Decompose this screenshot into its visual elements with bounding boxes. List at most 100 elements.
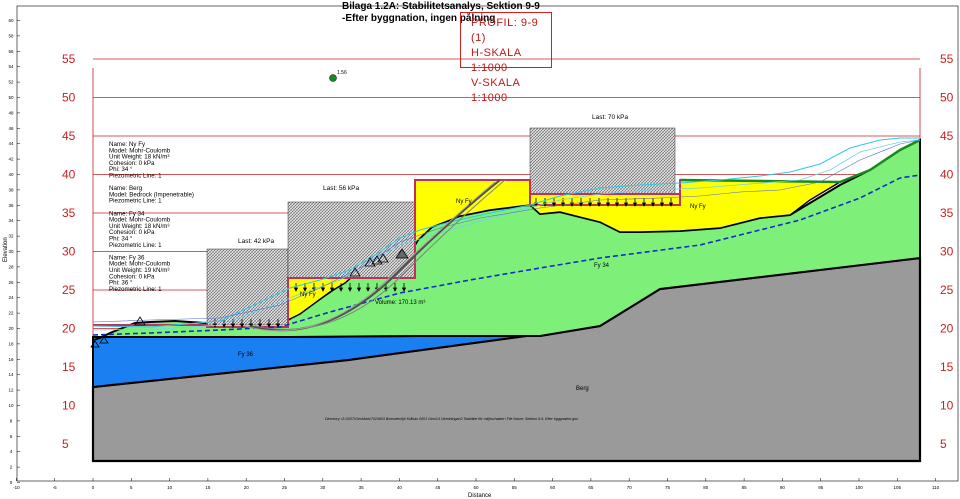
stamp-line-1: PROFIL: 9-9 (1)	[471, 17, 539, 44]
title-block: Bilaga 1.2A: Stabilitetsanalys, Sektion …	[342, 1, 540, 25]
legend-material-property: Phi: 36 °	[109, 280, 133, 287]
red-label-right: 5	[940, 437, 947, 451]
red-label-right: 55	[940, 52, 954, 66]
legend-material-name: Name: Fy 34	[109, 210, 145, 217]
y-tick-label: 32	[8, 234, 14, 239]
x-tick-label: 30	[320, 485, 326, 490]
x-tick-label: 20	[244, 485, 250, 490]
load-arrow-head	[560, 202, 566, 207]
legend-material-property: Piezometric Line: 1	[109, 198, 162, 205]
piezometric-line	[92, 174, 921, 336]
legend-material-property: Piezometric Line: 1	[109, 173, 162, 180]
legend-material-property: Model: Mohr-Coulomb	[109, 147, 171, 154]
y-tick-label: 56	[8, 49, 14, 54]
x-tick-label: 45	[435, 485, 441, 490]
load-block-56	[287, 201, 416, 279]
y-tick-label: 14	[8, 372, 14, 377]
red-label-left: 55	[62, 52, 76, 66]
x-tick-label: 105	[894, 485, 902, 490]
y-tick-label: 38	[8, 187, 14, 192]
y-tick-label: 12	[8, 388, 14, 393]
factor-of-safety-label: 1.56	[337, 70, 347, 76]
load-label-42: Last: 42 kPa	[238, 238, 275, 245]
y-tick-label: 48	[8, 110, 14, 115]
load-arrow-head	[356, 287, 362, 292]
y-tick-label: 18	[8, 341, 14, 346]
x-tick-label: 10	[167, 485, 173, 490]
x-tick-label: 70	[627, 485, 633, 490]
load-arrow-head	[293, 287, 299, 292]
plot-frame	[16, 5, 959, 482]
legend-material-name: Name: Ny Fy	[109, 141, 146, 148]
x-tick-label: 85	[742, 485, 748, 490]
load-arrow-head	[347, 287, 353, 292]
load-arrow-head	[221, 323, 227, 328]
load-arrow-head	[668, 202, 674, 207]
region-label-fy36: Fy 36	[238, 352, 254, 358]
y-tick-label: 36	[8, 203, 14, 208]
y-tick-label: 26	[8, 280, 14, 285]
load-arrow-head	[614, 202, 620, 207]
x-tick-label: 50	[473, 485, 479, 490]
load-label-70: Last: 70 kPa	[592, 114, 629, 121]
y-tick-label: 24	[8, 295, 14, 300]
x-tick-label: 25	[282, 485, 288, 490]
slip-center-marker	[329, 74, 337, 82]
red-label-right: 15	[940, 360, 954, 374]
legend-material-property: Model: Mohr-Coulomb	[109, 217, 171, 224]
load-arrow-head	[266, 323, 272, 328]
legend-material-property: Cohesion: 0 kPa	[109, 229, 155, 236]
y-tick-label: 58	[8, 33, 14, 38]
red-label-right: 45	[940, 129, 954, 143]
y-tick-label: 22	[8, 311, 14, 316]
load-arrow-head	[578, 202, 584, 207]
load-block-70	[529, 127, 676, 195]
red-label-left: 15	[62, 360, 76, 374]
load-arrow-head	[338, 287, 344, 292]
red-label-left: 20	[62, 322, 76, 336]
y-tick-label: 52	[8, 80, 14, 85]
red-label-left: 25	[62, 283, 76, 297]
x-axis-label: Distance	[468, 493, 492, 499]
load-arrow-head	[239, 323, 245, 328]
page-title: Bilaga 1.2A: Stabilitetsanalys, Sektion …	[342, 1, 540, 12]
region-label-ny-fy-left: Ny Fy	[300, 292, 316, 298]
x-tick-label: 80	[703, 485, 709, 490]
red-label-left: 5	[62, 437, 69, 451]
triangle-markers	[90, 248, 409, 348]
y-tick-label: 50	[8, 95, 14, 100]
cyan-trace-1	[92, 137, 920, 328]
load-arrow-head	[623, 202, 629, 207]
red-label-left: 10	[62, 399, 76, 413]
x-tick-label: 15	[205, 485, 211, 490]
legend-material-name: Name: Fy 36	[109, 254, 145, 261]
y-axis-label: Elevation	[3, 237, 9, 262]
load-arrow-head	[257, 323, 263, 328]
region-label-fy34: Fy 34	[594, 263, 610, 269]
x-tick-label: 40	[397, 485, 403, 490]
legend-material-property: Cohesion: 0 kPa	[109, 160, 155, 167]
x-tick-label: 35	[359, 485, 365, 490]
x-tick-label: 0	[92, 485, 95, 490]
directory-label: Directory: G:\2007\GeoMark\7024603 Boend…	[325, 417, 578, 421]
load-arrow-head	[320, 287, 326, 292]
load-arrow-head	[275, 323, 281, 328]
legend-material-property: Model: Bedrock (Impenetrable)	[109, 191, 194, 198]
load-arrow-head	[659, 202, 665, 207]
load-arrow-head	[365, 287, 371, 292]
legend-material-property: Unit Weight: 18 kN/m³	[109, 154, 169, 161]
load-arrow-head	[329, 287, 335, 292]
load-arrow-head	[632, 202, 638, 207]
y-tick-label: 8	[10, 418, 13, 423]
load-arrow-head	[641, 202, 647, 207]
load-arrow-head	[587, 202, 593, 207]
red-label-right: 35	[940, 206, 954, 220]
legend-material-name: Name: Berg	[109, 185, 143, 192]
y-tick-label: 60	[8, 18, 14, 23]
y-tick-label: 10	[8, 403, 14, 408]
x-tick-label: 90	[780, 485, 786, 490]
y-tick-label: 2	[10, 465, 13, 470]
x-tick-label: 110	[932, 485, 940, 490]
load-arrow-head	[605, 202, 611, 207]
